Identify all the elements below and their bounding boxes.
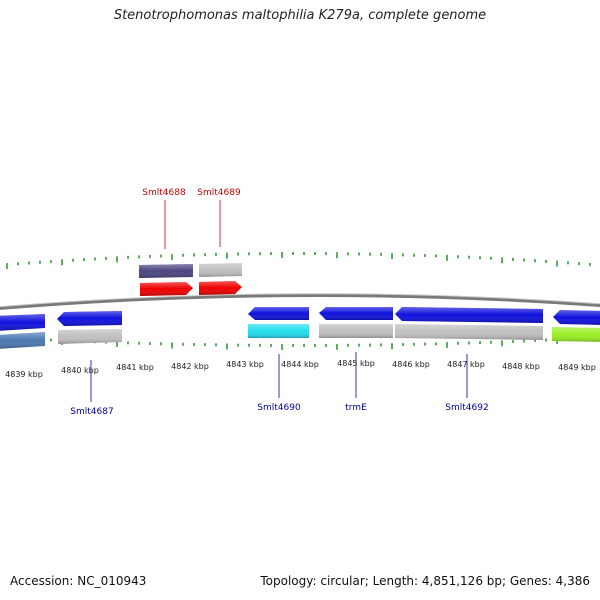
gene-label-smlt4687[interactable]: Smlt4687 — [70, 407, 113, 417]
scale-label: 4849 kbp — [558, 363, 596, 372]
gene-label-leaders — [90, 200, 468, 402]
gene-left-arrow-shade — [0, 314, 45, 331]
gene-labels: Smlt4688 Smlt4689 Smlt4687 Smlt4690 trmE… — [70, 188, 488, 417]
gene-left-cog-shade — [0, 332, 45, 349]
gene-label-smlt4689[interactable]: Smlt4689 — [197, 188, 241, 198]
gene-label-trme[interactable]: trmE — [345, 403, 367, 413]
gene-smlt4688-arrow-shade — [140, 282, 193, 296]
scale-label: 4841 kbp — [116, 363, 154, 372]
gene-trme-arrow-shade — [319, 307, 393, 320]
gene-smlt4689-cog-shade — [199, 263, 242, 277]
gene-right-cog-shade — [552, 327, 600, 342]
gene-smlt4687-cog-shade — [58, 329, 122, 344]
gene-smlt4692-cog-shade — [395, 324, 543, 340]
gene-smlt4688-cog-shade — [139, 264, 193, 278]
gene-smlt4689-arrow-shade — [199, 281, 242, 295]
scale-label: 4848 kbp — [502, 362, 540, 371]
gene-trme-cog-shade — [319, 324, 393, 338]
upper-tick-ring — [6, 252, 591, 270]
genome-backbone — [0, 293, 600, 310]
gene-smlt4687-arrow-shade — [57, 311, 122, 326]
gene-label-smlt4688[interactable]: Smlt4688 — [142, 188, 186, 198]
reverse-strand-features — [0, 307, 600, 349]
scale-label: 4840 kbp — [61, 366, 99, 375]
gene-smlt4690-arrow-shade — [248, 307, 309, 320]
genome-summary: Topology: circular; Length: 4,851,126 bp… — [260, 574, 590, 588]
scale-label: 4842 kbp — [171, 362, 209, 371]
gene-right-arrow-shade — [553, 310, 600, 325]
forward-strand-features — [139, 263, 242, 296]
gene-label-smlt4692[interactable]: Smlt4692 — [445, 403, 488, 413]
scale-labels: 4839 kbp 4840 kbp 4841 kbp 4842 kbp 4843… — [5, 359, 596, 379]
genome-backbone-highlight — [0, 293, 600, 308]
map-title: Stenotrophomonas maltophilia K279a, comp… — [113, 8, 487, 23]
scale-label: 4847 kbp — [447, 360, 485, 369]
scale-label: 4844 kbp — [281, 360, 319, 369]
gene-smlt4690-cog-shade — [248, 324, 309, 338]
gene-smlt4692-arrow-shade — [395, 307, 543, 323]
gene-label-smlt4690[interactable]: Smlt4690 — [257, 403, 301, 413]
lower-tick-ring — [6, 336, 591, 350]
scale-label: 4846 kbp — [392, 360, 430, 369]
accession-label: Accession: NC_010943 — [10, 574, 147, 588]
scale-label: 4845 kbp — [337, 359, 375, 368]
scale-label: 4843 kbp — [226, 360, 264, 369]
scale-label: 4839 kbp — [5, 370, 43, 379]
